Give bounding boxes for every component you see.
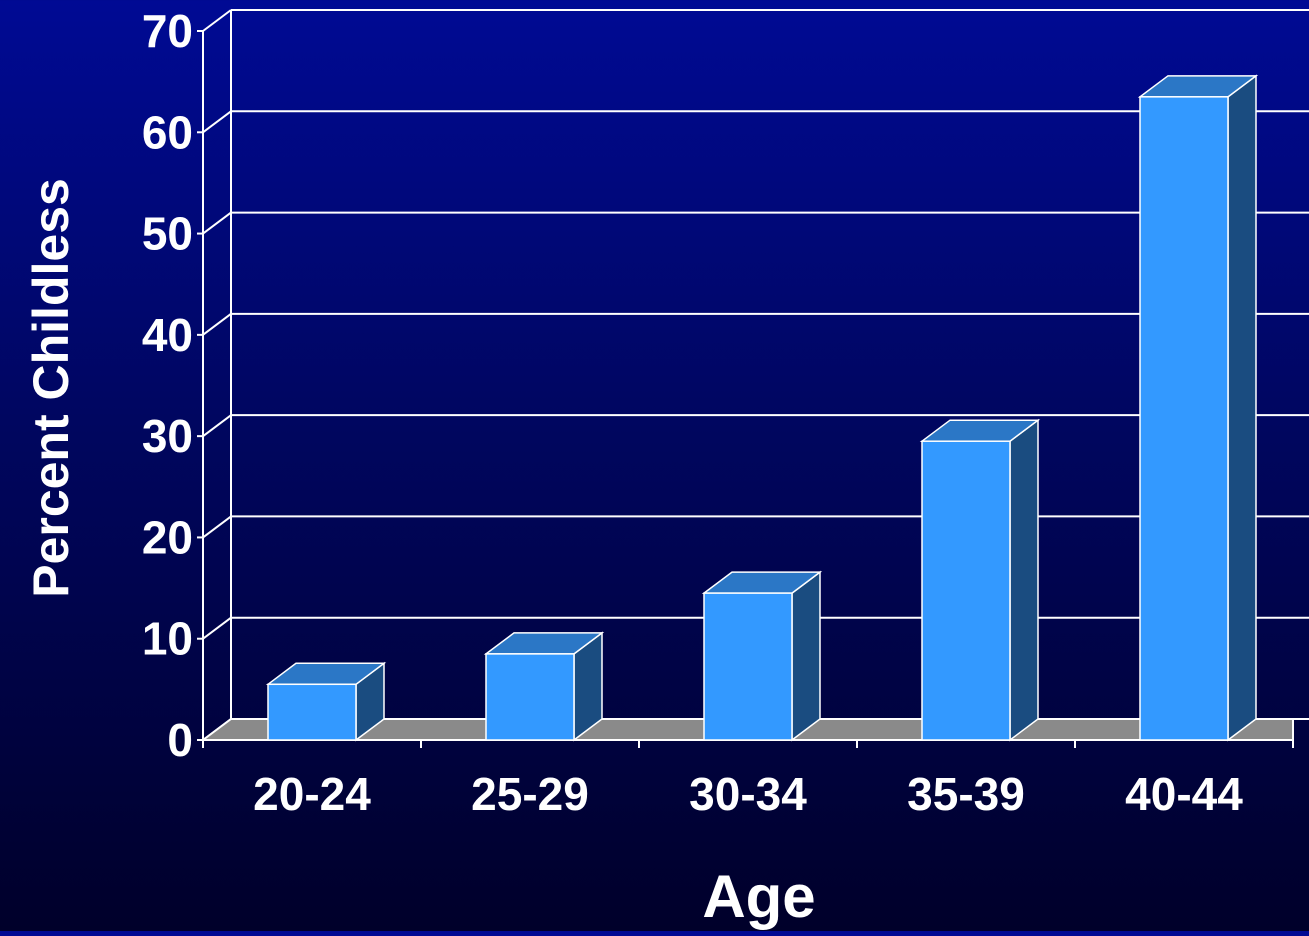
bar-side: [791, 570, 821, 742]
gridline-connector: [202, 616, 232, 640]
x-tick-label: 20-24: [253, 768, 371, 820]
y-tick-label: 10: [142, 613, 193, 665]
gridline-connector: [202, 211, 232, 235]
bar: [483, 631, 605, 742]
bars: [265, 74, 1259, 742]
y-tick-label: 60: [142, 106, 193, 158]
tick-labels: 0 10 20 30 40 50 60 70 20-24 25-29 30-34 35-39 40-44: [142, 5, 1243, 820]
gridline-connector: [202, 313, 232, 336]
bar-front: [485, 653, 575, 741]
x-tick-label: 30-34: [689, 768, 807, 820]
gridline-connector: [202, 414, 232, 437]
x-axis-label: Age: [702, 863, 815, 930]
y-tick-label: 50: [142, 208, 193, 260]
y-axis-label: Percent Childless: [23, 178, 79, 598]
x-tick-label: 40-44: [1125, 768, 1243, 820]
gridline-connector: [202, 110, 232, 134]
bar-side: [1009, 418, 1039, 742]
bar-front: [267, 683, 357, 741]
bar: [265, 661, 387, 742]
gridlines: [202, 9, 1309, 741]
bar-side: [1227, 74, 1257, 742]
y-tick-label: 20: [142, 511, 193, 563]
y-tick-label: 70: [142, 5, 193, 57]
x-tick-label: 25-29: [471, 768, 589, 820]
y-tick-label: 30: [142, 410, 193, 462]
bar-front: [1139, 96, 1229, 741]
bar: [919, 418, 1041, 742]
gridline-connector: [202, 515, 232, 539]
bar-front: [921, 440, 1011, 741]
y-tick-label: 0: [167, 714, 193, 766]
bar: [701, 570, 823, 742]
bar: [1137, 74, 1259, 742]
x-tick-label: 35-39: [907, 768, 1025, 820]
bar-front: [703, 592, 793, 741]
gridline-connector: [202, 9, 232, 32]
y-tick-label: 40: [142, 309, 193, 361]
